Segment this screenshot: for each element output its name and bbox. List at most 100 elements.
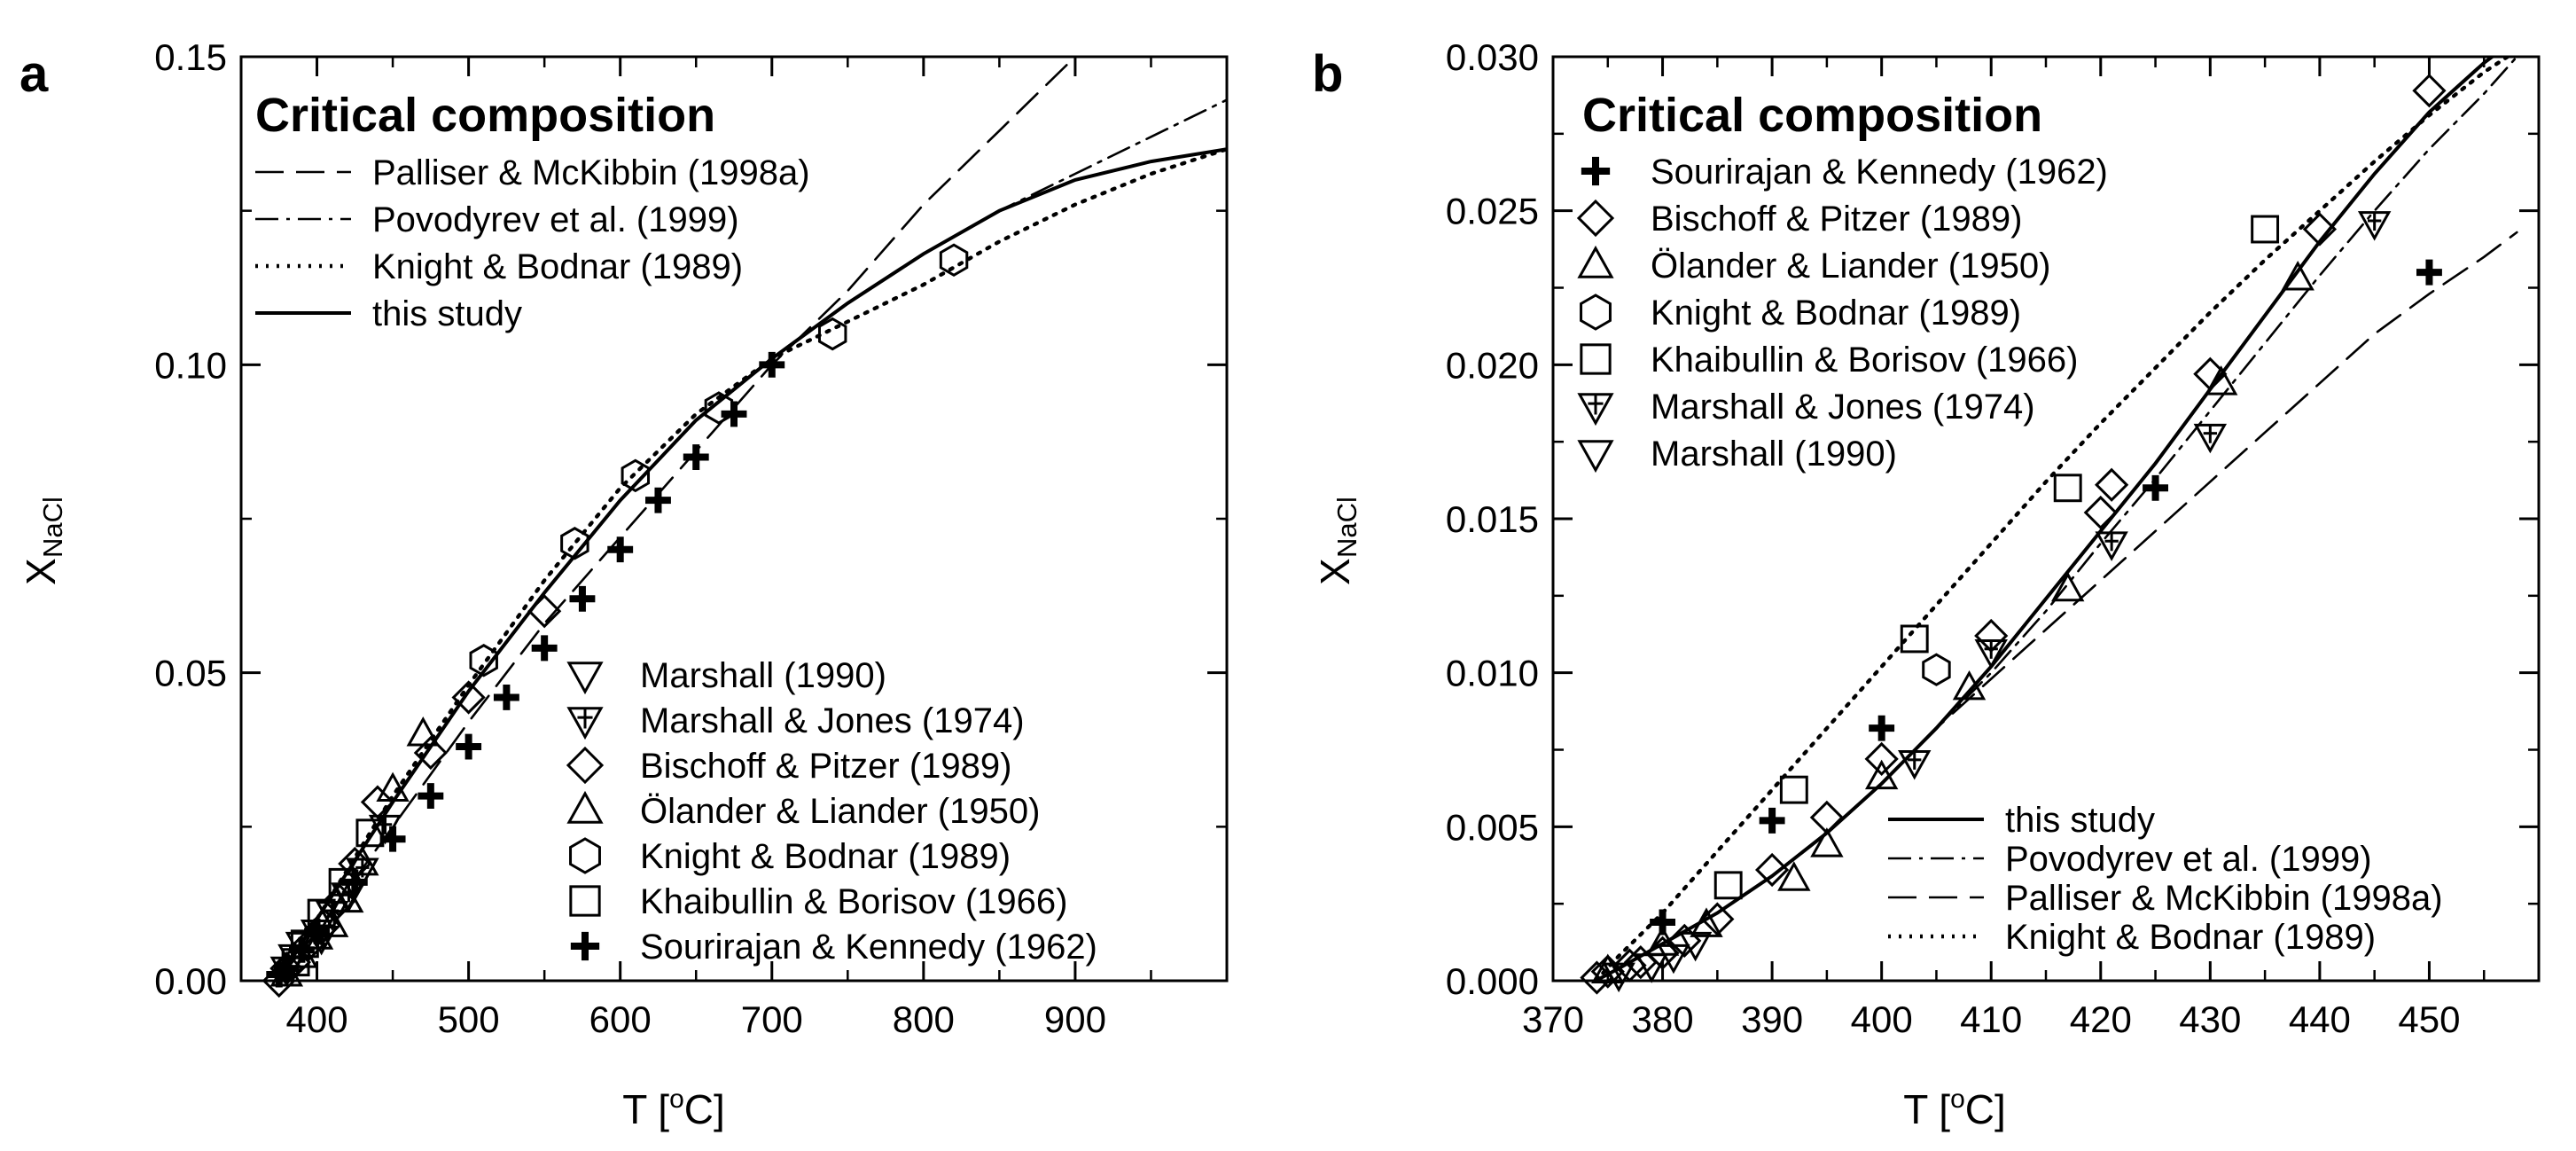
y-tick-label-a-2: 0.10 bbox=[154, 344, 227, 386]
marker-a-sourirajan-and-kennedy-1962-4 bbox=[341, 869, 368, 896]
marker-a-olander-and-liander-1950-6 bbox=[376, 771, 410, 803]
legend-marker-label-a-sourirajan-and-kennedy-1962: Sourirajan & Kennedy (1962) bbox=[640, 928, 1097, 967]
x-tick-label-b-8: 450 bbox=[2398, 998, 2460, 1040]
marker-a-knight-and-bodnar-1989-5 bbox=[939, 243, 969, 277]
marker-a-sourirajan-and-kennedy-1962-11 bbox=[607, 536, 634, 563]
legend-marker-a-sourirajan-and-kennedy-1962 bbox=[570, 931, 600, 961]
marker-b-bischoff-and-pitzer-1989-1 bbox=[1590, 954, 1625, 989]
tick-group-a: 400 500 600 700 800 900 0.00 0.05 0.10 0.15 bbox=[154, 36, 1227, 1040]
plot-frame-b bbox=[1551, 55, 2541, 983]
marker-a-sourirajan-and-kennedy-1962-14 bbox=[721, 401, 747, 427]
marker-b-marshall-and-jones-1974-2 bbox=[2095, 531, 2128, 561]
marker-b-bischoff-and-pitzer-1989-11 bbox=[2083, 495, 2118, 530]
marker-a-sourirajan-and-kennedy-1962-9 bbox=[531, 635, 558, 662]
legend-marker-label-a-marshall-1990: Marshall (1990) bbox=[640, 656, 886, 695]
marker-b-khaibullin-and-borisov-1966-1 bbox=[1779, 775, 1808, 804]
panel-a: a X NaCl T [oC] 400 500 600 700 800 900 0.00 0.… bbox=[18, 36, 1229, 1132]
y-tick-label-a-3: 0.15 bbox=[154, 36, 227, 78]
y-tick-label-b-0: 0.000 bbox=[1446, 960, 1539, 1002]
marker-b-khaibullin-and-borisov-1966-3 bbox=[2053, 474, 2082, 503]
y-tick-label-a-1: 0.05 bbox=[154, 653, 227, 694]
marker-b-khaibullin-and-borisov-1966-2 bbox=[1900, 624, 1929, 654]
marker-a-bischoff-and-pitzer-1989-8 bbox=[413, 735, 448, 771]
x-tick-label-b-5: 420 bbox=[2070, 998, 2132, 1040]
x-tick-label-b-0: 370 bbox=[1522, 998, 1584, 1040]
marker-b-marshall-1990-0 bbox=[1602, 962, 1635, 993]
marker-b-marshall-and-jones-1974-3 bbox=[2193, 423, 2228, 454]
plot-frame-a bbox=[239, 55, 1229, 983]
curve-b-knight-and-bodnar-1989 bbox=[1594, 57, 2511, 981]
marker-b-olander-and-liander-1950-2 bbox=[1690, 907, 1723, 937]
marker-b-marshall-and-jones-1974-1 bbox=[1974, 638, 2008, 669]
legend-marker-b-knight-and-bodnar-1989 bbox=[1580, 294, 1612, 331]
legend-title-a: Critical composition bbox=[255, 89, 715, 142]
legend-line-label-b-palliser-and-mckibbin-1998a: Palliser & McKibbin (1998a) bbox=[2005, 879, 2443, 918]
marker-b-olander-and-liander-1950-9 bbox=[2281, 261, 2314, 291]
legend-line-label-a-this-study: this study bbox=[372, 294, 522, 333]
marker-a-bischoff-and-pitzer-1989-9 bbox=[451, 680, 486, 715]
marker-b-sourirajan-and-kennedy-1962-4 bbox=[2416, 259, 2442, 286]
curve-group-b bbox=[1594, 57, 2518, 981]
marker-b-bischoff-and-pitzer-1989-0 bbox=[1580, 960, 1614, 995]
marker-b-knight-and-bodnar-1989-0 bbox=[1922, 653, 1951, 686]
legend-line-label-b-knight-and-bodnar-1989: Knight & Bodnar (1989) bbox=[2005, 918, 2376, 957]
legend-marker-b-khaibullin-and-borisov-1966 bbox=[1580, 343, 1612, 375]
y-axis-label-a-sub: NaCl bbox=[37, 497, 68, 558]
marker-b-marshall-1990-3 bbox=[1678, 931, 1713, 962]
x-tick-label-a-2: 600 bbox=[589, 998, 652, 1040]
marker-a-knight-and-bodnar-1989-2 bbox=[621, 458, 651, 493]
marker-b-bischoff-and-pitzer-1989-7 bbox=[1754, 852, 1790, 888]
x-axis-label-b-main: T [oC] bbox=[1903, 1084, 2006, 1132]
x-axis-label-a: T [oC] bbox=[622, 1084, 725, 1132]
legend-marker-label-a-marshall-and-jones-1974: Marshall & Jones (1974) bbox=[640, 701, 1025, 740]
x-tick-label-a-3: 700 bbox=[741, 998, 803, 1040]
legend-marker-b-marshall-1990 bbox=[1577, 440, 1614, 474]
marker-b-bischoff-and-pitzer-1989-15 bbox=[2412, 74, 2447, 108]
panel-label-a: a bbox=[20, 45, 49, 103]
legend-markers-a: Marshall (1990) Marshall & Jones (1974) Bi… bbox=[566, 656, 1097, 967]
x-tick-label-a-5: 900 bbox=[1044, 998, 1106, 1040]
marker-b-bischoff-and-pitzer-1989-12 bbox=[2095, 467, 2129, 502]
marker-b-marshall-and-jones-1974-4 bbox=[2357, 211, 2392, 241]
x-tick-label-a-0: 400 bbox=[285, 998, 347, 1040]
marker-b-olander-and-liander-1950-5 bbox=[1864, 759, 1899, 790]
x-tick-label-b-2: 390 bbox=[1741, 998, 1803, 1040]
legend-marker-b-bischoff-and-pitzer-1989 bbox=[1576, 199, 1615, 238]
x-axis-label-a-main: T [oC] bbox=[622, 1084, 725, 1132]
marker-a-sourirajan-and-kennedy-1962-8 bbox=[493, 685, 519, 710]
marker-a-bischoff-and-pitzer-1989-7 bbox=[360, 785, 395, 819]
legend-markers-b: Critical composition Sourirajan & Kenned… bbox=[1576, 89, 2108, 474]
y-tick-label-b-3: 0.015 bbox=[1446, 498, 1539, 540]
marker-a-sourirajan-and-kennedy-1962-12 bbox=[645, 487, 671, 513]
marker-b-marshall-1990-2 bbox=[1657, 944, 1690, 975]
x-tick-label-b-6: 430 bbox=[2179, 998, 2241, 1040]
legend-marker-a-bischoff-and-pitzer-1989 bbox=[566, 746, 605, 785]
legend-marker-label-b-sourirajan-and-kennedy-1962: Sourirajan & Kennedy (1962) bbox=[1651, 153, 2108, 192]
legend-marker-a-khaibullin-and-borisov-1966 bbox=[569, 885, 601, 917]
y-tick-label-a-0: 0.00 bbox=[154, 960, 227, 1002]
marker-a-sourirajan-and-kennedy-1962-5 bbox=[379, 826, 406, 852]
x-tick-label-b-7: 440 bbox=[2289, 998, 2351, 1040]
marker-a-olander-and-liander-1950-5 bbox=[346, 845, 379, 876]
marker-a-knight-and-bodnar-1989-3 bbox=[704, 391, 734, 425]
y-axis-label-b: X NaCl bbox=[1312, 497, 1362, 585]
legend-marker-b-marshall-and-jones-1974 bbox=[1577, 393, 1614, 427]
marker-b-olander-and-liander-1950-7 bbox=[2051, 571, 2085, 602]
legend-marker-b-sourirajan-and-kennedy-1962 bbox=[1581, 156, 1611, 186]
legend-marker-label-b-knight-and-bodnar-1989: Knight & Bodnar (1989) bbox=[1651, 294, 2021, 333]
legend-line-label-a-palliser-and-mckibbin-1998a: Palliser & McKibbin (1998a) bbox=[372, 153, 810, 192]
marker-a-knight-and-bodnar-1989-1 bbox=[560, 527, 589, 560]
marker-a-sourirajan-and-kennedy-1962-13 bbox=[683, 444, 709, 470]
marker-b-sourirajan-and-kennedy-1962-2 bbox=[1869, 715, 1895, 741]
x-tick-label-a-1: 500 bbox=[438, 998, 500, 1040]
y-tick-label-b-1: 0.005 bbox=[1446, 806, 1539, 848]
legend-line-label-b-povodyrev-et-al-1999: Povodyrev et al. (1999) bbox=[2005, 840, 2372, 879]
marker-b-marshall-and-jones-1974-0 bbox=[1898, 749, 1932, 780]
y-tick-label-b-6: 0.030 bbox=[1446, 36, 1539, 78]
marker-a-khaibullin-and-borisov-1966-2 bbox=[307, 898, 336, 928]
marker-a-sourirajan-and-kennedy-1962-2 bbox=[288, 936, 315, 963]
marker-a-sourirajan-and-kennedy-1962-1 bbox=[273, 955, 300, 982]
legend-marker-label-a-bischoff-and-pitzer-1989: Bischoff & Pitzer (1989) bbox=[640, 747, 1011, 786]
